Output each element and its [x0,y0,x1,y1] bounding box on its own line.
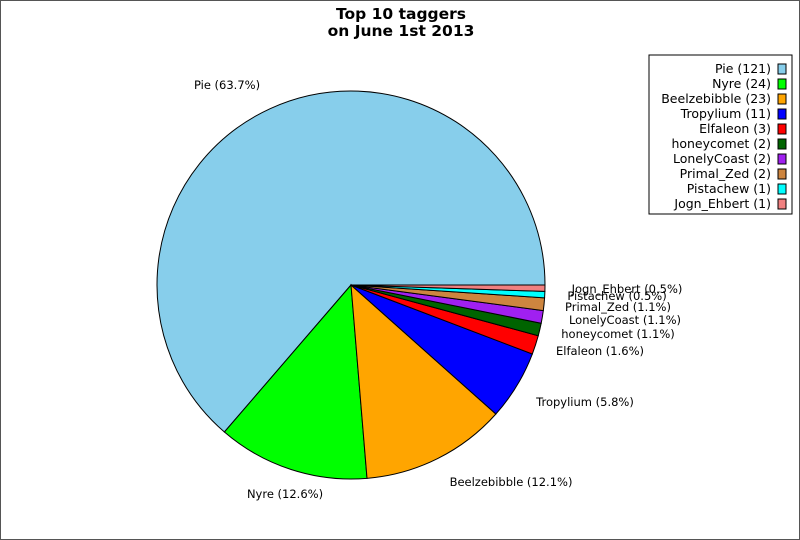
slice-label-beelzebibble: Beelzebibble (12.1%) [450,475,573,489]
slice-label-pie: Pie (63.7%) [194,78,260,92]
slice-label-nyre: Nyre (12.6%) [247,487,323,501]
chart-subtitle: on June 1st 2013 [328,22,475,40]
legend-label-honeycomet: honeycomet (2) [671,136,771,151]
legend-swatch-pistachew [777,183,787,195]
legend-label-jogn-ehbert: Jogn_Ehbert (1) [673,196,771,211]
legend-label-pistachew: Pistachew (1) [687,181,771,196]
slice-label-lonelycoast: LonelyCoast (1.1%) [569,313,681,327]
legend-swatch-tropylium [777,108,787,120]
legend-label-nyre: Nyre (24) [712,76,771,91]
slice-label-primal-zed: Primal_Zed (1.1%) [565,300,671,314]
legend-label-pie: Pie (121) [715,61,771,76]
legend-label-elfaleon: Elfaleon (3) [699,121,771,136]
legend: Pie (121)Nyre (24)Beelzebibble (23)Tropy… [648,54,793,215]
legend-label-primal-zed: Primal_Zed (2) [680,166,771,181]
slice-label-elfaleon: Elfaleon (1.6%) [556,344,644,358]
pie-slice-nyre [223,283,368,480]
legend-swatch-nyre [777,78,787,90]
legend-swatch-jogn-ehbert [777,198,787,210]
chart-title: Top 10 taggers [336,5,466,23]
legend-swatch-pie [777,63,787,75]
legend-swatch-honeycomet [777,138,787,150]
slice-labels: Pie (63.7%) Nyre (12.6%) Beelzebibble (12.… [194,78,682,501]
legend-box [648,54,793,215]
slice-label-jogn-ehbert: Jogn_Ehbert (0.5%) [571,282,683,296]
pie-slice-beelzebibble [350,283,497,479]
pie-slice-pie [156,90,546,433]
legend-swatch-beelzebibble [777,93,787,105]
legend-swatch-primal-zed [777,168,787,180]
slice-label-honeycomet: honeycomet (1.1%) [561,327,674,341]
slice-label-pistachew: Pistachew (0.5%) [567,289,666,303]
slice-label-tropylium: Tropylium (5.8%) [535,395,634,409]
legend-label-lonelycoast: LonelyCoast (2) [673,151,771,166]
legend-swatch-elfaleon [777,123,787,135]
pie-slices [156,90,546,480]
legend-swatch-lonelycoast [777,153,787,165]
legend-label-tropylium: Tropylium (11) [680,106,771,121]
legend-label-beelzebibble: Beelzebibble (23) [661,91,771,106]
pie-slice-jogn-ehbert [350,284,546,292]
